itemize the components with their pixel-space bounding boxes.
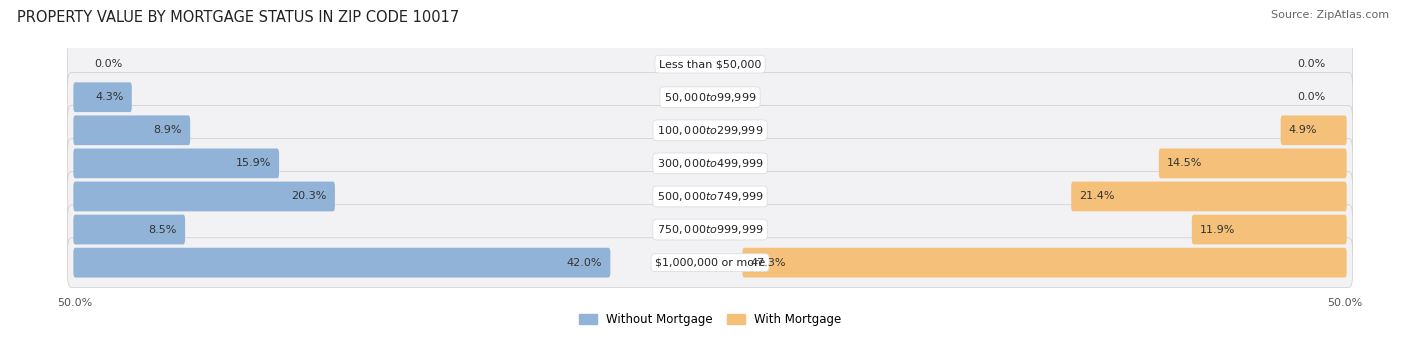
Text: 20.3%: 20.3% bbox=[291, 191, 326, 202]
FancyBboxPatch shape bbox=[73, 82, 132, 112]
Text: 0.0%: 0.0% bbox=[1298, 59, 1326, 69]
FancyBboxPatch shape bbox=[1159, 149, 1347, 178]
FancyBboxPatch shape bbox=[67, 238, 1353, 287]
Text: $1,000,000 or more: $1,000,000 or more bbox=[655, 258, 765, 268]
Text: 15.9%: 15.9% bbox=[235, 158, 271, 168]
FancyBboxPatch shape bbox=[73, 115, 190, 145]
FancyBboxPatch shape bbox=[1192, 215, 1347, 244]
Text: Less than $50,000: Less than $50,000 bbox=[659, 59, 761, 69]
Text: 4.3%: 4.3% bbox=[96, 92, 124, 102]
Text: $500,000 to $749,999: $500,000 to $749,999 bbox=[657, 190, 763, 203]
Text: $750,000 to $999,999: $750,000 to $999,999 bbox=[657, 223, 763, 236]
Text: 8.5%: 8.5% bbox=[149, 224, 177, 235]
FancyBboxPatch shape bbox=[67, 139, 1353, 188]
Text: 11.9%: 11.9% bbox=[1201, 224, 1236, 235]
FancyBboxPatch shape bbox=[73, 248, 610, 277]
Text: 14.5%: 14.5% bbox=[1167, 158, 1202, 168]
FancyBboxPatch shape bbox=[67, 39, 1353, 89]
Text: $100,000 to $299,999: $100,000 to $299,999 bbox=[657, 124, 763, 137]
FancyBboxPatch shape bbox=[73, 149, 278, 178]
Text: 0.0%: 0.0% bbox=[1298, 92, 1326, 102]
Text: $50,000 to $99,999: $50,000 to $99,999 bbox=[664, 91, 756, 104]
Legend: Without Mortgage, With Mortgage: Without Mortgage, With Mortgage bbox=[574, 308, 846, 330]
Text: $300,000 to $499,999: $300,000 to $499,999 bbox=[657, 157, 763, 170]
Text: 4.9%: 4.9% bbox=[1289, 125, 1317, 135]
Text: PROPERTY VALUE BY MORTGAGE STATUS IN ZIP CODE 10017: PROPERTY VALUE BY MORTGAGE STATUS IN ZIP… bbox=[17, 10, 460, 25]
Text: 0.0%: 0.0% bbox=[94, 59, 122, 69]
Text: 21.4%: 21.4% bbox=[1080, 191, 1115, 202]
FancyBboxPatch shape bbox=[67, 172, 1353, 221]
Text: 8.9%: 8.9% bbox=[153, 125, 181, 135]
FancyBboxPatch shape bbox=[1071, 182, 1347, 211]
FancyBboxPatch shape bbox=[67, 105, 1353, 155]
FancyBboxPatch shape bbox=[73, 182, 335, 211]
FancyBboxPatch shape bbox=[1281, 115, 1347, 145]
Text: 42.0%: 42.0% bbox=[567, 258, 602, 268]
FancyBboxPatch shape bbox=[742, 248, 1347, 277]
FancyBboxPatch shape bbox=[73, 215, 186, 244]
Text: 47.3%: 47.3% bbox=[751, 258, 786, 268]
FancyBboxPatch shape bbox=[67, 205, 1353, 254]
Text: Source: ZipAtlas.com: Source: ZipAtlas.com bbox=[1271, 10, 1389, 20]
FancyBboxPatch shape bbox=[67, 72, 1353, 122]
